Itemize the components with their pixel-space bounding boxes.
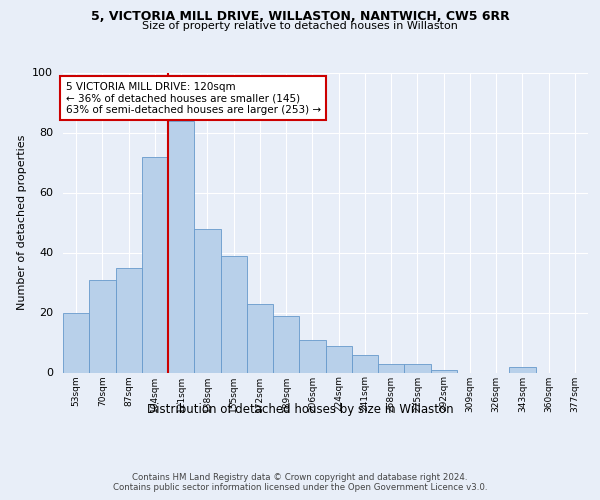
Text: Distribution of detached houses by size in Willaston: Distribution of detached houses by size … <box>146 402 454 415</box>
Text: Contains HM Land Registry data © Crown copyright and database right 2024.: Contains HM Land Registry data © Crown c… <box>132 472 468 482</box>
Bar <box>378 364 404 372</box>
Text: Contains public sector information licensed under the Open Government Licence v3: Contains public sector information licen… <box>113 484 487 492</box>
Bar <box>89 280 115 372</box>
Text: 5 VICTORIA MILL DRIVE: 120sqm
← 36% of detached houses are smaller (145)
63% of : 5 VICTORIA MILL DRIVE: 120sqm ← 36% of d… <box>65 82 321 114</box>
Bar <box>325 346 352 372</box>
Text: Size of property relative to detached houses in Willaston: Size of property relative to detached ho… <box>142 21 458 31</box>
Bar <box>168 120 194 372</box>
Bar <box>273 316 299 372</box>
Bar <box>352 354 378 372</box>
Bar <box>142 156 168 372</box>
Bar <box>299 340 325 372</box>
Bar <box>509 366 536 372</box>
Bar <box>431 370 457 372</box>
Bar <box>63 312 89 372</box>
Bar <box>404 364 431 372</box>
Bar <box>247 304 273 372</box>
Y-axis label: Number of detached properties: Number of detached properties <box>17 135 27 310</box>
Bar <box>194 228 221 372</box>
Bar <box>221 256 247 372</box>
Bar <box>115 268 142 372</box>
Text: 5, VICTORIA MILL DRIVE, WILLASTON, NANTWICH, CW5 6RR: 5, VICTORIA MILL DRIVE, WILLASTON, NANTW… <box>91 10 509 23</box>
